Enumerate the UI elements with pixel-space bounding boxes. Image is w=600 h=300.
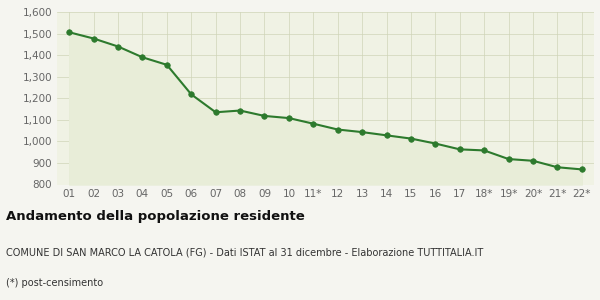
Text: Andamento della popolazione residente: Andamento della popolazione residente [6, 210, 305, 223]
Text: (*) post-censimento: (*) post-censimento [6, 278, 103, 287]
Text: COMUNE DI SAN MARCO LA CATOLA (FG) - Dati ISTAT al 31 dicembre - Elaborazione TU: COMUNE DI SAN MARCO LA CATOLA (FG) - Dat… [6, 248, 483, 257]
